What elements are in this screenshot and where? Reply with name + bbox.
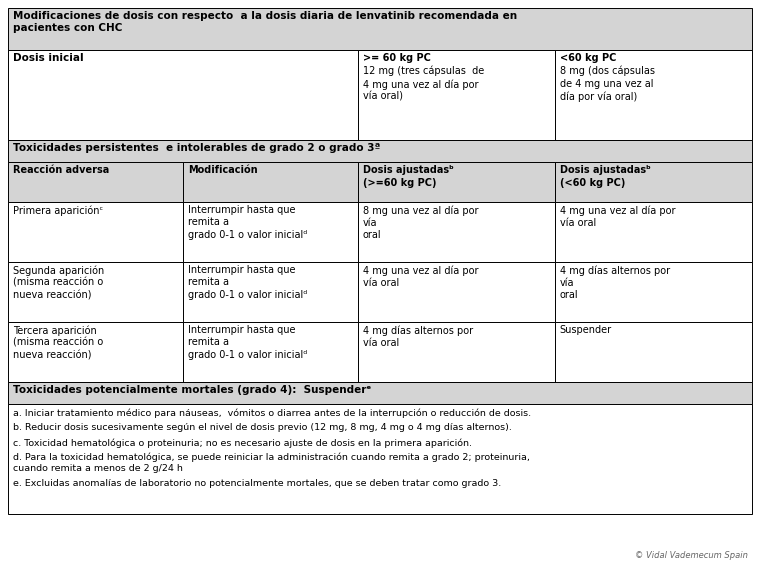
Text: a. Iniciar tratamiento médico para náuseas,  vómitos o diarrea antes de la inter: a. Iniciar tratamiento médico para náuse… (13, 409, 531, 419)
Text: e. Excluidas anomalías de laboratorio no potencialmente mortales, que se deben t: e. Excluidas anomalías de laboratorio no… (13, 479, 502, 488)
Bar (8, 50, 358, 140)
Bar (8, 50, 752, 140)
Text: Interrumpir hasta que
remita a
grado 0-1 o valor inicialᵈ: Interrumpir hasta que remita a grado 0-1… (188, 265, 307, 300)
Bar (183, 322, 358, 382)
Bar (8, 404, 752, 514)
Text: Tercera aparición
(misma reacción o
nueva reacción): Tercera aparición (misma reacción o nuev… (13, 325, 103, 360)
Text: >= 60 kg PC: >= 60 kg PC (362, 53, 431, 63)
Bar (358, 202, 554, 262)
Text: c. Toxicidad hematológica o proteinuria; no es necesario ajuste de dosis en la p: c. Toxicidad hematológica o proteinuria;… (13, 438, 472, 447)
Text: 8 mg (dos cápsulas
de 4 mg una vez al
día por vía oral): 8 mg (dos cápsulas de 4 mg una vez al dí… (560, 66, 655, 102)
Bar (8, 202, 183, 262)
Text: 4 mg días alternos por
vía
oral: 4 mg días alternos por vía oral (560, 265, 670, 300)
Text: 4 mg una vez al día por
vía oral: 4 mg una vez al día por vía oral (560, 205, 675, 228)
Text: Reacción adversa: Reacción adversa (13, 165, 109, 175)
Bar (183, 202, 358, 262)
Text: Toxicidades persistentes  e intolerables de grado 2 o grado 3ª: Toxicidades persistentes e intolerables … (13, 143, 380, 153)
Bar (183, 262, 358, 322)
Text: Toxicidades potencialmente mortales (grado 4):  Suspenderᵉ: Toxicidades potencialmente mortales (gra… (13, 385, 371, 395)
Bar (554, 162, 752, 202)
Text: b. Reducir dosis sucesivamente según el nivel de dosis previo (12 mg, 8 mg, 4 mg: b. Reducir dosis sucesivamente según el … (13, 423, 512, 432)
Text: 4 mg una vez al día por
vía oral: 4 mg una vez al día por vía oral (362, 265, 478, 288)
Bar (358, 262, 554, 322)
Text: <60 kg PC: <60 kg PC (560, 53, 616, 63)
Bar (8, 8, 752, 50)
Text: Dosis inicial: Dosis inicial (13, 53, 84, 63)
Text: 8 mg una vez al día por
vía
oral: 8 mg una vez al día por vía oral (362, 205, 478, 240)
Text: Dosis ajustadasᵇ: Dosis ajustadasᵇ (560, 165, 650, 175)
Text: Interrumpir hasta que
remita a
grado 0-1 o valor inicialᵈ: Interrumpir hasta que remita a grado 0-1… (188, 205, 307, 240)
Bar (358, 50, 554, 140)
Text: Modificaciones de dosis con respecto  a la dosis diaria de lenvatinib recomendad: Modificaciones de dosis con respecto a l… (13, 11, 517, 33)
Bar (8, 140, 752, 162)
Text: (<60 kg PC): (<60 kg PC) (560, 178, 625, 188)
Text: Modificación: Modificación (188, 165, 257, 175)
Bar (554, 322, 752, 382)
Text: Suspender: Suspender (560, 325, 612, 335)
Bar (554, 202, 752, 262)
Bar (554, 262, 752, 322)
Bar (8, 322, 183, 382)
Bar (8, 262, 183, 322)
Text: Interrumpir hasta que
remita a
grado 0-1 o valor inicialᵈ: Interrumpir hasta que remita a grado 0-1… (188, 325, 307, 360)
Text: 4 mg días alternos por
vía oral: 4 mg días alternos por vía oral (362, 325, 473, 348)
Bar (358, 322, 554, 382)
Text: Dosis ajustadasᵇ: Dosis ajustadasᵇ (362, 165, 453, 175)
Bar (183, 162, 358, 202)
Bar (358, 162, 554, 202)
Bar (8, 162, 183, 202)
Text: Primera apariciónᶜ: Primera apariciónᶜ (13, 205, 103, 216)
Text: (>=60 kg PC): (>=60 kg PC) (362, 178, 436, 188)
Bar (554, 50, 752, 140)
Text: 12 mg (tres cápsulas  de
4 mg una vez al día por
vía oral): 12 mg (tres cápsulas de 4 mg una vez al … (362, 66, 484, 102)
Text: © Vidal Vademecum Spain: © Vidal Vademecum Spain (635, 551, 748, 560)
Text: d. Para la toxicidad hematológica, se puede reiniciar la administración cuando r: d. Para la toxicidad hematológica, se pu… (13, 452, 530, 473)
Text: Segunda aparición
(misma reacción o
nueva reacción): Segunda aparición (misma reacción o nuev… (13, 265, 104, 300)
Bar (8, 382, 752, 404)
